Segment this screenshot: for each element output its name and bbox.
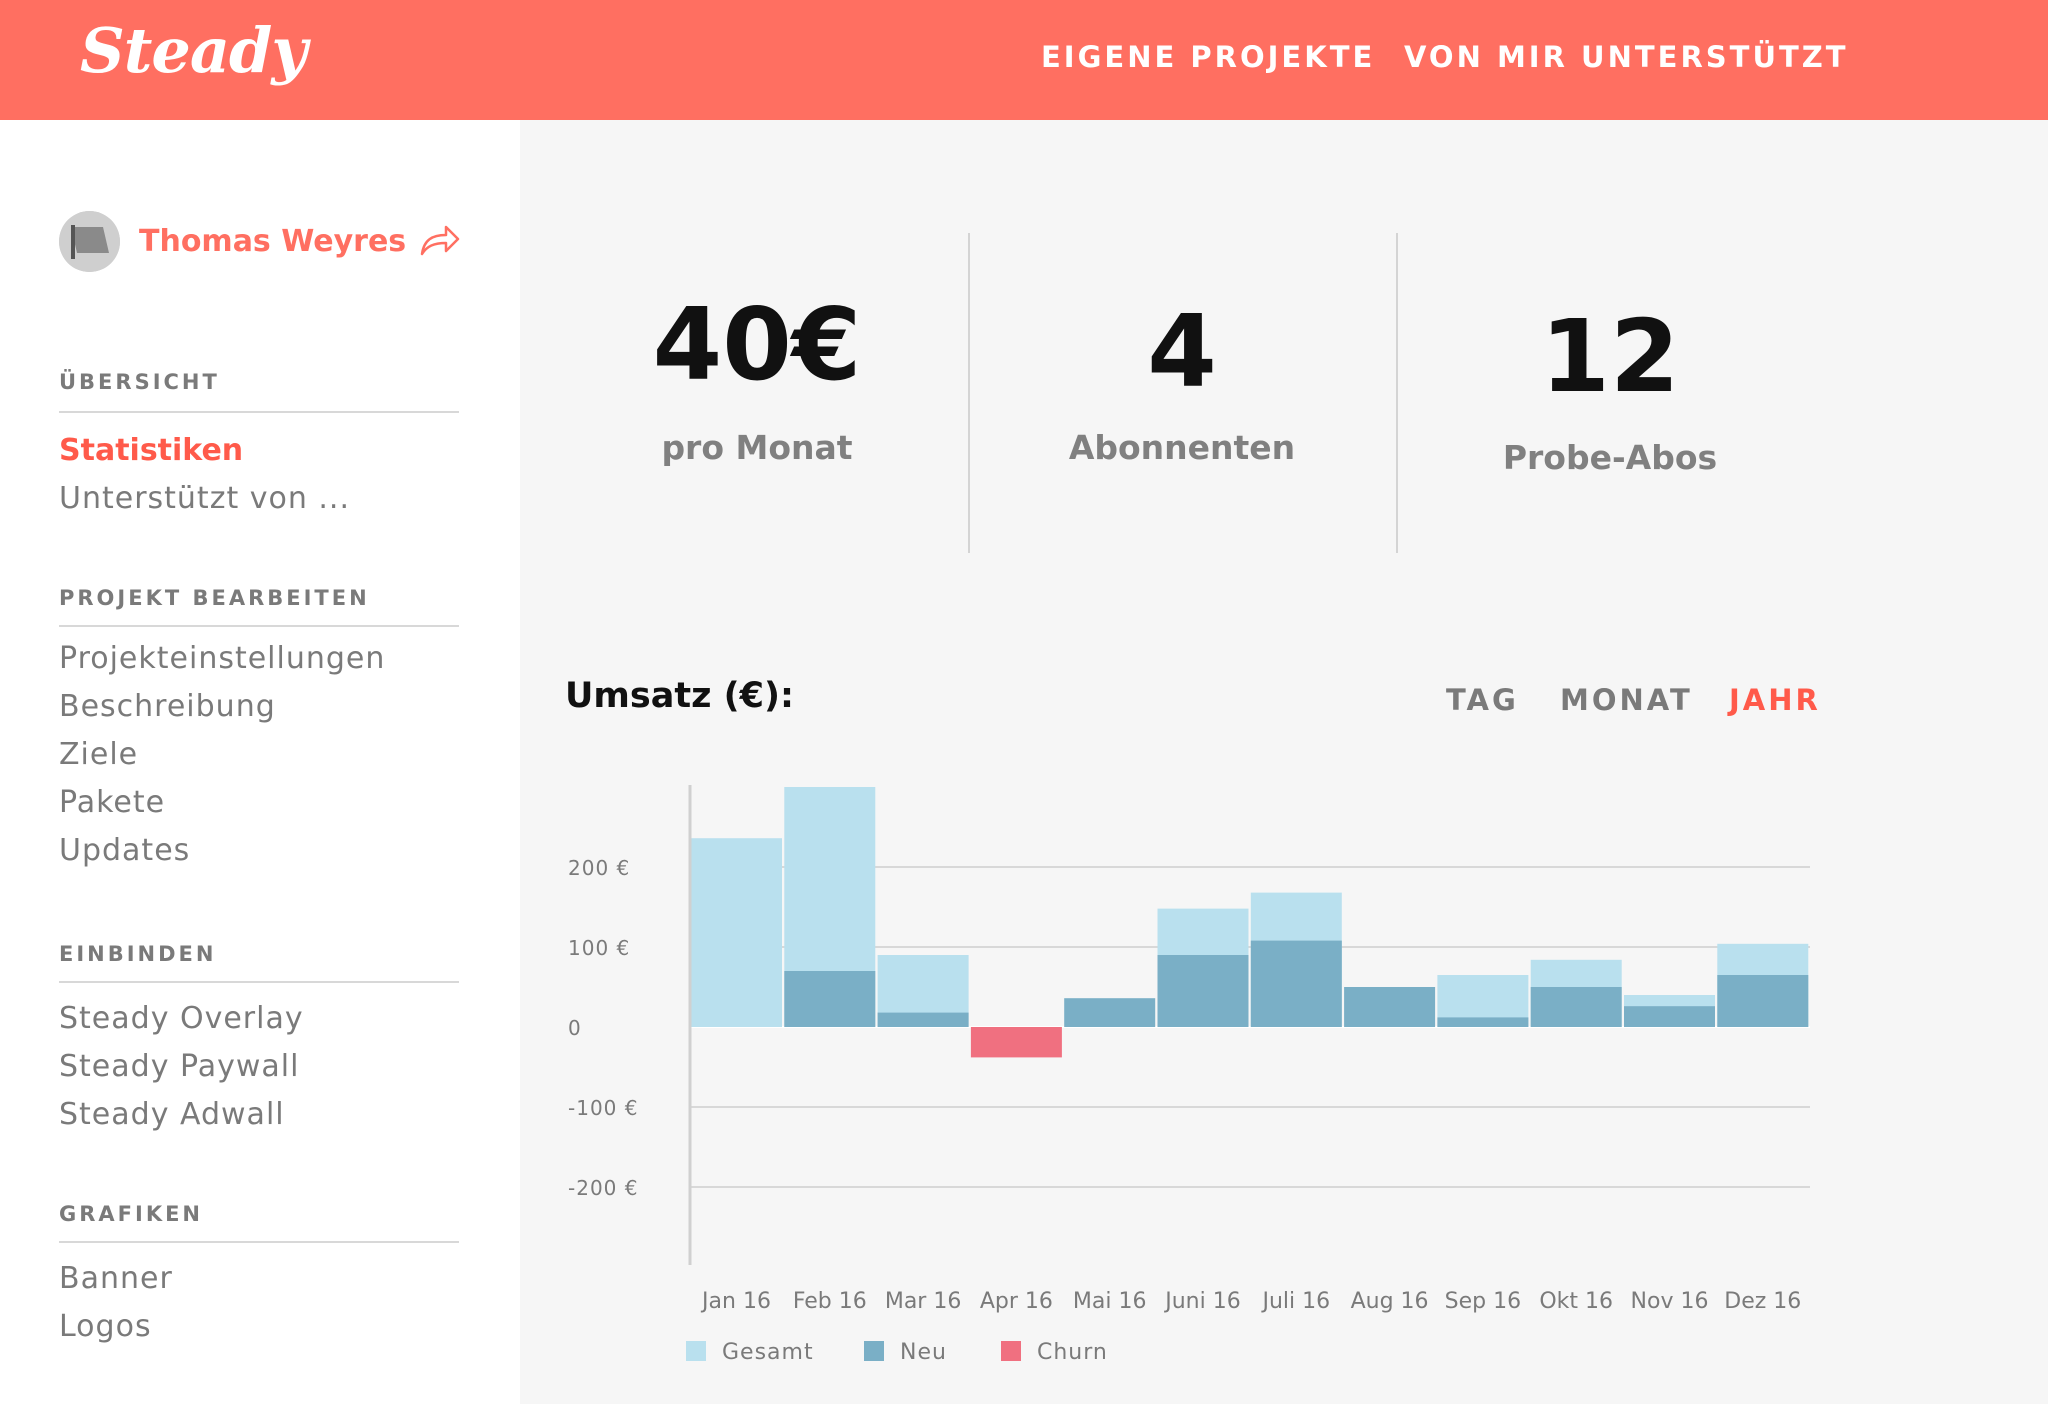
- top-bar: Steady EIGENE PROJEKTE VON MIR UNTERSTÜT…: [0, 0, 2048, 120]
- chart-grid: [690, 866, 1810, 1188]
- section-title-projekt-bearbeiten: PROJEKT BEARBEITEN: [59, 586, 370, 610]
- avatar-flag-icon: [59, 211, 120, 272]
- bar-neu: [1437, 1017, 1529, 1027]
- y-tick-label: 100 €: [568, 936, 630, 960]
- bar-neu: [877, 1012, 969, 1027]
- y-tick-label: 200 €: [568, 856, 630, 880]
- stat-label-subscribers: Abonnenten: [1068, 428, 1296, 467]
- section-title-einbinden: EINBINDEN: [59, 942, 217, 966]
- sidebar-item-statistiken[interactable]: Statistiken: [59, 433, 244, 468]
- sidebar-item-unterstuetzt-von[interactable]: Unterstützt von ...: [59, 481, 351, 516]
- bar-neu: [1157, 955, 1249, 1027]
- y-tick-label: -200 €: [568, 1176, 638, 1200]
- chart-bars: [691, 787, 1809, 1058]
- stat-divider: [968, 233, 970, 553]
- chart-x-labels: Jan 16 Feb 16 Mar 16 Apr 16 Mai 16 Juni 16 Jul…: [700, 1289, 1801, 1314]
- bar-neu: [1530, 987, 1622, 1027]
- sidebar-item-pakete[interactable]: Pakete: [59, 785, 166, 820]
- bar-neu: [1250, 940, 1342, 1027]
- steady-logo[interactable]: Steady: [80, 14, 307, 87]
- avatar[interactable]: [59, 211, 120, 272]
- x-tick-label: Dez 16: [1724, 1289, 1801, 1314]
- nav-von-mir-unterstuetzt[interactable]: VON MIR UNTERSTÜTZT: [1404, 40, 1849, 74]
- user-name[interactable]: Thomas Weyres: [139, 224, 407, 259]
- sidebar-item-projekteinstellungen[interactable]: Projekteinstellungen: [59, 641, 386, 676]
- period-tab-monat[interactable]: MONAT: [1560, 683, 1693, 717]
- x-tick-label: Mai 16: [1073, 1289, 1147, 1314]
- main-content: [520, 120, 2048, 1404]
- sidebar-item-steady-adwall[interactable]: Steady Adwall: [59, 1097, 285, 1132]
- x-tick-label: Mar 16: [885, 1289, 962, 1314]
- y-tick-label: -100 €: [568, 1096, 638, 1120]
- nav-eigene-projekte[interactable]: EIGENE PROJEKTE: [1041, 40, 1376, 74]
- period-tab-tag[interactable]: TAG: [1446, 683, 1519, 717]
- period-tab-jahr[interactable]: JAHR: [1729, 683, 1821, 717]
- sidebar-item-updates[interactable]: Updates: [59, 833, 191, 868]
- section-divider: [59, 625, 459, 627]
- x-tick-label: Juni 16: [1163, 1289, 1240, 1314]
- x-tick-label: Aug 16: [1351, 1289, 1429, 1314]
- x-tick-label: Jan 16: [700, 1289, 771, 1314]
- bar-neu: [784, 971, 876, 1027]
- x-tick-label: Juli 16: [1260, 1289, 1330, 1314]
- share-arrow-icon[interactable]: [418, 222, 462, 258]
- bar-neu: [1344, 987, 1436, 1027]
- stat-value-monthly: 40€: [652, 286, 862, 403]
- sidebar-item-ziele[interactable]: Ziele: [59, 737, 139, 772]
- legend-swatch: [686, 1341, 706, 1361]
- section-divider: [59, 981, 459, 983]
- section-title-grafiken: GRAFIKEN: [59, 1202, 204, 1226]
- x-tick-label: Feb 16: [793, 1289, 867, 1314]
- sidebar: [0, 120, 520, 1404]
- stat-value-subscribers: 4: [1147, 293, 1217, 410]
- bar-churn: [970, 1027, 1062, 1058]
- x-tick-label: Okt 16: [1539, 1289, 1613, 1314]
- x-tick-label: Sep 16: [1445, 1289, 1521, 1314]
- chart-legend: Gesamt Neu Churn: [686, 1340, 1108, 1365]
- chart-title: Umsatz (€):: [565, 676, 794, 716]
- sidebar-item-logos[interactable]: Logos: [59, 1309, 152, 1344]
- chart-y-axis: 200 € 100 € 0 -100 € -200 €: [568, 785, 692, 1265]
- legend-swatch: [864, 1341, 884, 1361]
- bar-neu: [1064, 998, 1156, 1027]
- sidebar-item-beschreibung[interactable]: Beschreibung: [59, 689, 276, 724]
- stat-divider: [1396, 233, 1398, 553]
- legend-label: Gesamt: [722, 1340, 814, 1365]
- legend-label: Neu: [900, 1340, 947, 1365]
- sidebar-item-steady-overlay[interactable]: Steady Overlay: [59, 1001, 304, 1036]
- stat-label-trials: Probe-Abos: [1502, 438, 1718, 477]
- y-tick-label: 0: [568, 1016, 582, 1040]
- sidebar-item-steady-paywall[interactable]: Steady Paywall: [59, 1049, 300, 1084]
- stat-label-monthly: pro Monat: [661, 428, 853, 467]
- section-divider: [59, 1241, 459, 1243]
- x-tick-label: Apr 16: [980, 1289, 1053, 1314]
- bar-neu: [1717, 975, 1809, 1027]
- stat-value-trials: 12: [1540, 298, 1680, 415]
- x-tick-label: Nov 16: [1631, 1289, 1709, 1314]
- section-divider: [59, 411, 459, 413]
- legend-label: Churn: [1037, 1340, 1108, 1365]
- legend-swatch: [1001, 1341, 1021, 1361]
- section-title-uebersicht: ÜBERSICHT: [59, 370, 220, 394]
- sidebar-item-banner[interactable]: Banner: [59, 1261, 173, 1296]
- bar-neu: [1624, 1006, 1715, 1027]
- bar-gesamt: [691, 838, 782, 1027]
